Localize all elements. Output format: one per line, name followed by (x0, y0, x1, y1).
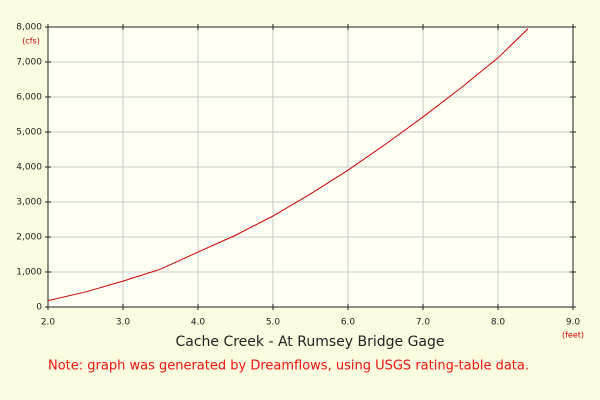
y-tick-label: 5,000 (16, 128, 42, 138)
y-tick-label: 2,000 (16, 233, 42, 243)
note: Note: graph was generated by Dreamflows,… (48, 359, 529, 374)
x-tick-label: 6.0 (341, 318, 356, 328)
x-unit: (feet) (562, 331, 584, 340)
x-tick-label: 4.0 (191, 318, 206, 328)
y-unit: (cfs) (22, 37, 40, 46)
x-tick-label: 3.0 (116, 318, 131, 328)
y-tick-label: 3,000 (16, 198, 42, 208)
plot-frame (47, 26, 574, 308)
x-tick-label: 9.0 (566, 318, 581, 328)
x-tick-label: 5.0 (266, 318, 281, 328)
y-tick-label: 4,000 (16, 163, 42, 173)
y-tick-label: 0 (36, 303, 42, 313)
y-tick-label: 7,000 (16, 58, 42, 68)
y-tick-label: 6,000 (16, 93, 42, 103)
x-tick-label: 2.0 (41, 318, 56, 328)
y-tick-label: 8,000 (16, 23, 42, 33)
x-tick-label: 8.0 (491, 318, 506, 328)
x-tick-label: 7.0 (416, 318, 431, 328)
data-line (48, 28, 529, 302)
chart-title: Cache Creek - At Rumsey Bridge Gage (175, 334, 444, 350)
y-tick-label: 1,000 (16, 268, 42, 278)
